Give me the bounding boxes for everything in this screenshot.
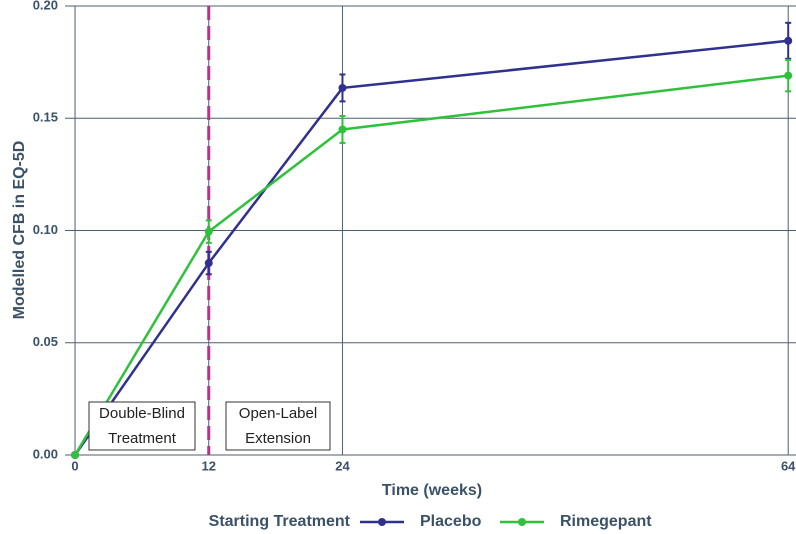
point <box>204 259 213 268</box>
legend-title: Starting Treatment <box>209 513 351 530</box>
annotation-text: Treatment <box>108 430 177 447</box>
legend-key-point <box>378 518 386 526</box>
legend-item: Placebo <box>360 513 482 530</box>
annotation-text: Open-Label <box>239 405 317 422</box>
point <box>784 71 793 80</box>
x-tick-label: 12 <box>202 458 216 473</box>
point <box>338 83 347 92</box>
annotation-box <box>88 401 196 451</box>
legend-label: Placebo <box>420 513 482 530</box>
y-axis-title: Modelled CFB in EQ-5D <box>11 141 28 320</box>
y-tick-label: 0.00 <box>33 446 58 461</box>
y-tick-label: 0.15 <box>33 110 58 125</box>
point <box>71 451 80 459</box>
y-tick-label: 0.05 <box>33 334 58 349</box>
point <box>204 227 213 236</box>
series-line <box>73 74 789 456</box>
annotation-text: Extension <box>245 430 311 447</box>
x-tick-label: 24 <box>335 458 350 473</box>
x-tick-label: 0 <box>71 458 78 473</box>
annotation-box <box>225 401 331 451</box>
series-line <box>74 39 789 456</box>
y-tick-label: 0.20 <box>33 0 58 12</box>
x-axis-title: Time (weeks) <box>382 482 482 499</box>
legend-label: Rimegepant <box>560 513 652 530</box>
legend-item: Rimegepant <box>500 513 652 530</box>
x-tick-label: 64 <box>781 458 796 473</box>
y-tick-label: 0.10 <box>33 222 58 237</box>
legend-key-point <box>518 518 526 526</box>
point <box>784 36 793 45</box>
annotation-text: Double-Blind <box>99 405 185 422</box>
point <box>338 125 347 134</box>
